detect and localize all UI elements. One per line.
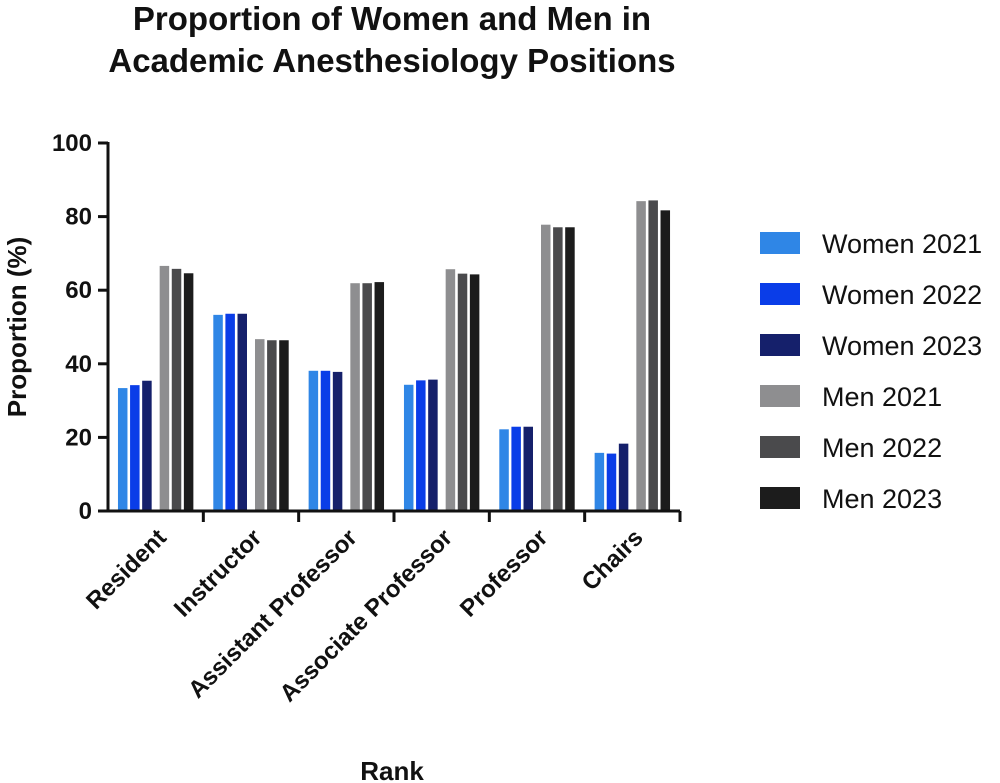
bar-women-2022-chairs [606, 453, 617, 511]
legend-label-women-2023: Women 2023 [822, 331, 982, 361]
legend-swatch-women-2023 [760, 334, 800, 356]
bar-men-2021-chairs [636, 201, 646, 512]
x-tick-label-instructor: Instructor [169, 524, 267, 622]
bar-men-2022-professor [553, 227, 563, 511]
legend-label-men-2021: Men 2021 [822, 382, 942, 412]
bar-women-2022-assistant-professor [320, 370, 331, 511]
legend-label-men-2023: Men 2023 [822, 484, 942, 514]
legend-label-men-2022: Men 2022 [822, 433, 942, 463]
legend: Women 2021 Women 2022 Women 2023 Men 2021 Me… [760, 229, 982, 514]
bar-women-2022-resident [130, 385, 140, 511]
bar-men-2022-associate-professor [457, 273, 468, 511]
bar-men-2022-resident [171, 268, 182, 511]
bar-women-2021-instructor [213, 314, 223, 511]
bar-women-2022-professor [511, 426, 521, 511]
bar-women-2023-associate-professor [428, 379, 438, 511]
bar-women-2021-resident [117, 388, 128, 511]
bar-men-2022-assistant-professor [362, 283, 372, 511]
chart-title-line-1: Proportion of Women and Men in [133, 0, 651, 37]
bar-men-2022-chairs [648, 200, 658, 511]
legend-swatch-women-2021 [760, 232, 800, 254]
x-tick-label-assistant-professor: Assistant Professor [183, 524, 362, 703]
bar-women-2021-assistant-professor [308, 370, 319, 511]
chart-title-line-2: Academic Anesthesiology Positions [108, 42, 675, 79]
x-tick-label-chairs: Chairs [577, 524, 649, 596]
bar-men-2021-assistant-professor [350, 283, 360, 511]
bar-women-2023-professor [523, 426, 533, 511]
bar-men-2023-assistant-professor [374, 282, 385, 511]
bar-women-2023-resident [142, 380, 152, 511]
x-tick-label-associate-professor: Associate Professor [275, 524, 458, 707]
bar-men-2021-professor [541, 224, 551, 512]
bar-women-2021-chairs [594, 452, 605, 511]
bar-men-2023-instructor [279, 340, 289, 511]
y-axis-title: Proportion (%) [2, 237, 32, 418]
bar-women-2023-chairs [618, 443, 629, 511]
x-axis-title: Rank [360, 756, 424, 783]
bar-men-2021-associate-professor [445, 269, 456, 511]
bar-men-2022-instructor [267, 340, 277, 511]
y-tick-label: 0 [79, 498, 92, 525]
legend-label-women-2022: Women 2022 [822, 280, 982, 310]
bar-men-2021-instructor [255, 339, 265, 511]
x-tick-label-professor: Professor [455, 524, 553, 622]
bar-women-2022-instructor [225, 313, 235, 511]
legend-label-women-2021: Women 2021 [822, 229, 982, 259]
legend-swatch-men-2023 [760, 487, 800, 509]
y-tick-label: 80 [65, 204, 92, 231]
bar-men-2023-chairs [660, 210, 671, 511]
legend-swatch-men-2021 [760, 385, 800, 407]
y-tick-label: 60 [65, 277, 92, 304]
bars-group [117, 200, 671, 512]
bar-women-2021-associate-professor [403, 384, 414, 511]
bar-women-2021-professor [499, 429, 509, 511]
bar-women-2023-instructor [237, 313, 247, 511]
bar-men-2023-resident [183, 273, 194, 511]
x-tick-label-resident: Resident [81, 524, 172, 615]
legend-swatch-men-2022 [760, 436, 800, 458]
bar-men-2023-associate-professor [469, 274, 480, 511]
y-tick-label: 40 [65, 351, 92, 378]
legend-swatch-women-2022 [760, 283, 800, 305]
bar-men-2021-resident [159, 265, 170, 511]
bar-men-2023-professor [565, 227, 575, 511]
bar-women-2023-assistant-professor [332, 371, 343, 511]
bar-women-2022-associate-professor [416, 380, 426, 511]
y-tick-label: 100 [52, 130, 92, 157]
y-tick-label: 20 [65, 424, 92, 451]
